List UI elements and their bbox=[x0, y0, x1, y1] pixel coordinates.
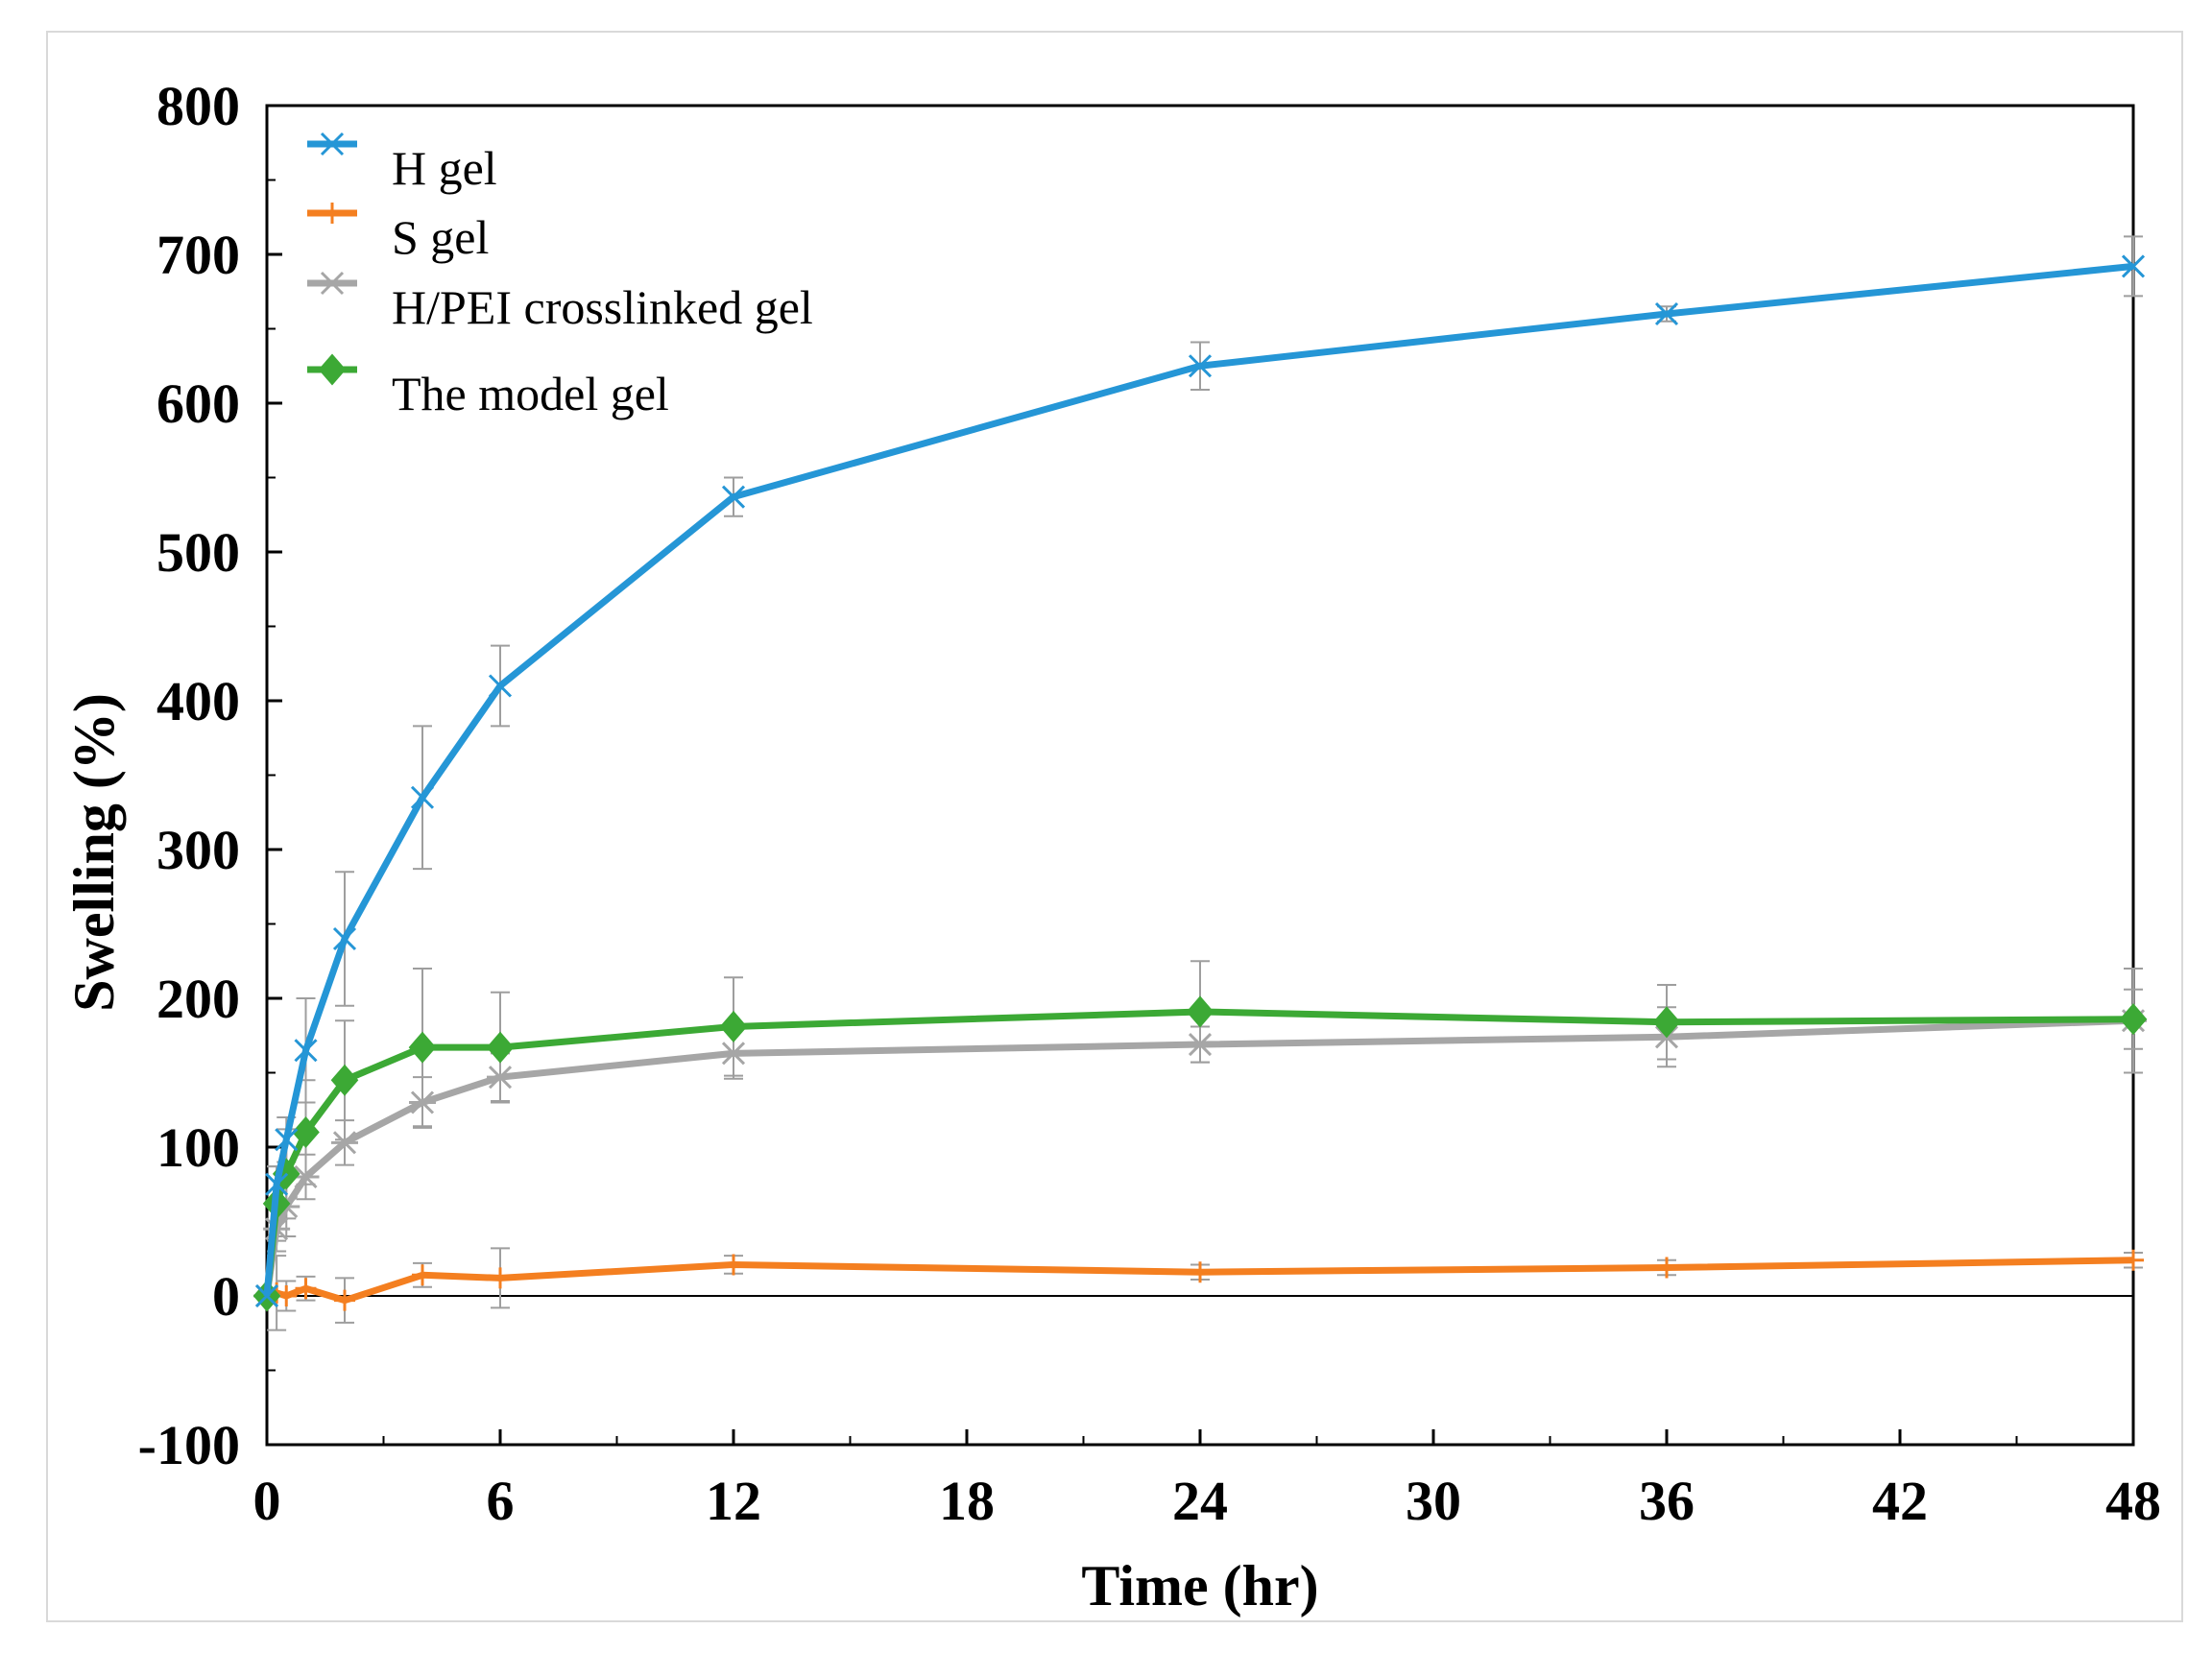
legend-item: H/PEI crosslinked gel bbox=[307, 271, 813, 334]
data-point bbox=[265, 1172, 289, 1196]
x-tick-label: 42 bbox=[1872, 1470, 1928, 1532]
data-point bbox=[2123, 1249, 2144, 1271]
y-tick-label: 600 bbox=[156, 372, 240, 435]
y-tick-label: -100 bbox=[138, 1414, 240, 1476]
x-tick-label: 18 bbox=[939, 1470, 995, 1532]
legend-item: H gel bbox=[307, 132, 497, 195]
data-point bbox=[330, 1064, 359, 1096]
legend-swatch-marker bbox=[318, 353, 347, 386]
data-point bbox=[331, 1131, 358, 1155]
legend-label: H/PEI crosslinked gel bbox=[392, 280, 813, 334]
series-layer bbox=[252, 254, 2148, 1312]
y-tick-label: 500 bbox=[156, 521, 240, 584]
x-tick-label: 48 bbox=[2105, 1470, 2161, 1532]
data-point bbox=[410, 785, 435, 809]
data-point bbox=[275, 1128, 299, 1152]
x-axis-title: Time (hr) bbox=[1081, 1554, 1318, 1617]
data-point bbox=[1190, 1261, 1211, 1283]
legend-swatch-marker bbox=[320, 132, 345, 156]
data-point bbox=[334, 1289, 355, 1311]
data-point bbox=[1652, 1006, 1681, 1039]
series-h-gel bbox=[254, 254, 2146, 1308]
data-point bbox=[490, 1267, 511, 1289]
y-tick-label: 300 bbox=[156, 819, 240, 881]
legend-item: The model gel bbox=[307, 353, 669, 420]
y-tick-label: 100 bbox=[156, 1116, 240, 1179]
data-point bbox=[1186, 995, 1214, 1028]
x-tick-label: 24 bbox=[1172, 1470, 1228, 1532]
data-point bbox=[720, 1042, 747, 1066]
data-point bbox=[254, 1283, 279, 1308]
data-point bbox=[1187, 1032, 1214, 1057]
data-point bbox=[292, 1115, 320, 1149]
series-line bbox=[263, 262, 2134, 1297]
legend-label: S gel bbox=[392, 210, 489, 264]
y-tick-label: 400 bbox=[156, 670, 240, 732]
data-point bbox=[1656, 1257, 1677, 1279]
data-point bbox=[409, 1090, 436, 1114]
legend-swatch-marker bbox=[319, 271, 346, 296]
series-s-gel bbox=[256, 1249, 2144, 1311]
data-point bbox=[1188, 354, 1213, 378]
data-point bbox=[294, 1039, 318, 1063]
x-tick-label: 30 bbox=[1406, 1470, 1461, 1532]
x-tick-label: 12 bbox=[706, 1470, 761, 1532]
data-point bbox=[719, 1010, 748, 1042]
data-point bbox=[721, 485, 746, 509]
data-point bbox=[487, 1066, 514, 1090]
data-point bbox=[723, 1254, 744, 1276]
data-point bbox=[408, 1031, 437, 1064]
data-point bbox=[2121, 254, 2146, 278]
x-tick-label: 0 bbox=[253, 1470, 281, 1532]
legend: H gel S gel H/PEI crosslinked gel The model… bbox=[307, 132, 813, 420]
x-tick-label: 6 bbox=[487, 1470, 515, 1532]
y-tick-label: 800 bbox=[156, 75, 240, 137]
y-axis-title: Swelling (%) bbox=[62, 693, 126, 1012]
y-tick-label: 700 bbox=[156, 224, 240, 286]
data-point bbox=[295, 1278, 317, 1300]
data-point bbox=[332, 926, 357, 951]
x-tick-label: 36 bbox=[1639, 1470, 1695, 1532]
legend-item: S gel bbox=[307, 203, 489, 264]
data-point bbox=[2119, 1003, 2148, 1036]
legend-label: The model gel bbox=[392, 367, 669, 420]
data-point bbox=[488, 674, 513, 698]
y-tick-label: 0 bbox=[212, 1265, 240, 1328]
legend-label: H gel bbox=[392, 141, 497, 195]
data-point bbox=[486, 1031, 515, 1064]
y-tick-label: 200 bbox=[156, 968, 240, 1030]
data-point bbox=[1654, 301, 1679, 326]
series-the-model-gel bbox=[252, 995, 2148, 1312]
data-point bbox=[412, 1264, 433, 1286]
legend-swatch-marker bbox=[322, 203, 343, 224]
